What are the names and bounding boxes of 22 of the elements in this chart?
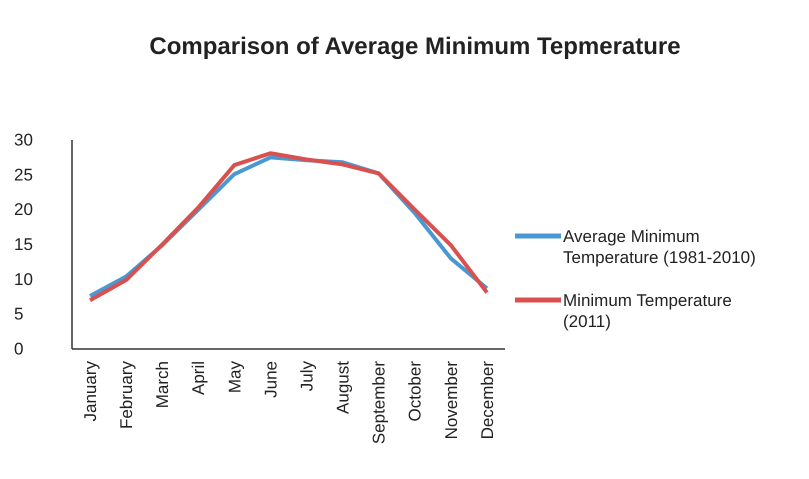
y-tick-label: 15 [14, 234, 33, 254]
y-tick-label: 0 [14, 339, 24, 358]
y-tick-label: 20 [14, 200, 33, 220]
x-tick-label: February [117, 360, 136, 430]
x-tick-label: April [189, 361, 208, 396]
y-tick-label: 30 [14, 130, 33, 150]
y-tick-label: 25 [14, 165, 33, 184]
x-tick-label: June [261, 361, 280, 398]
x-tick-label: August [334, 360, 353, 414]
chart-title: Comparison of Average Minimum Tepmerature [149, 33, 681, 60]
x-tick-label: January [80, 360, 100, 422]
x-tick-label: July [297, 360, 316, 392]
x-tick-label: March [153, 361, 172, 408]
x-tick-label: November [442, 360, 461, 440]
legend-label: Minimum Temperature (2011) [563, 291, 732, 331]
legend-label: Average Minimum Temperature (1981-2010) [563, 227, 756, 267]
x-tick-label: December [478, 360, 497, 440]
y-tick-label: 5 [14, 304, 24, 324]
x-tick-label: October [406, 360, 425, 422]
y-tick-label: 10 [14, 270, 33, 289]
x-tick-label: September [370, 360, 389, 444]
x-tick-label: May [225, 360, 244, 394]
